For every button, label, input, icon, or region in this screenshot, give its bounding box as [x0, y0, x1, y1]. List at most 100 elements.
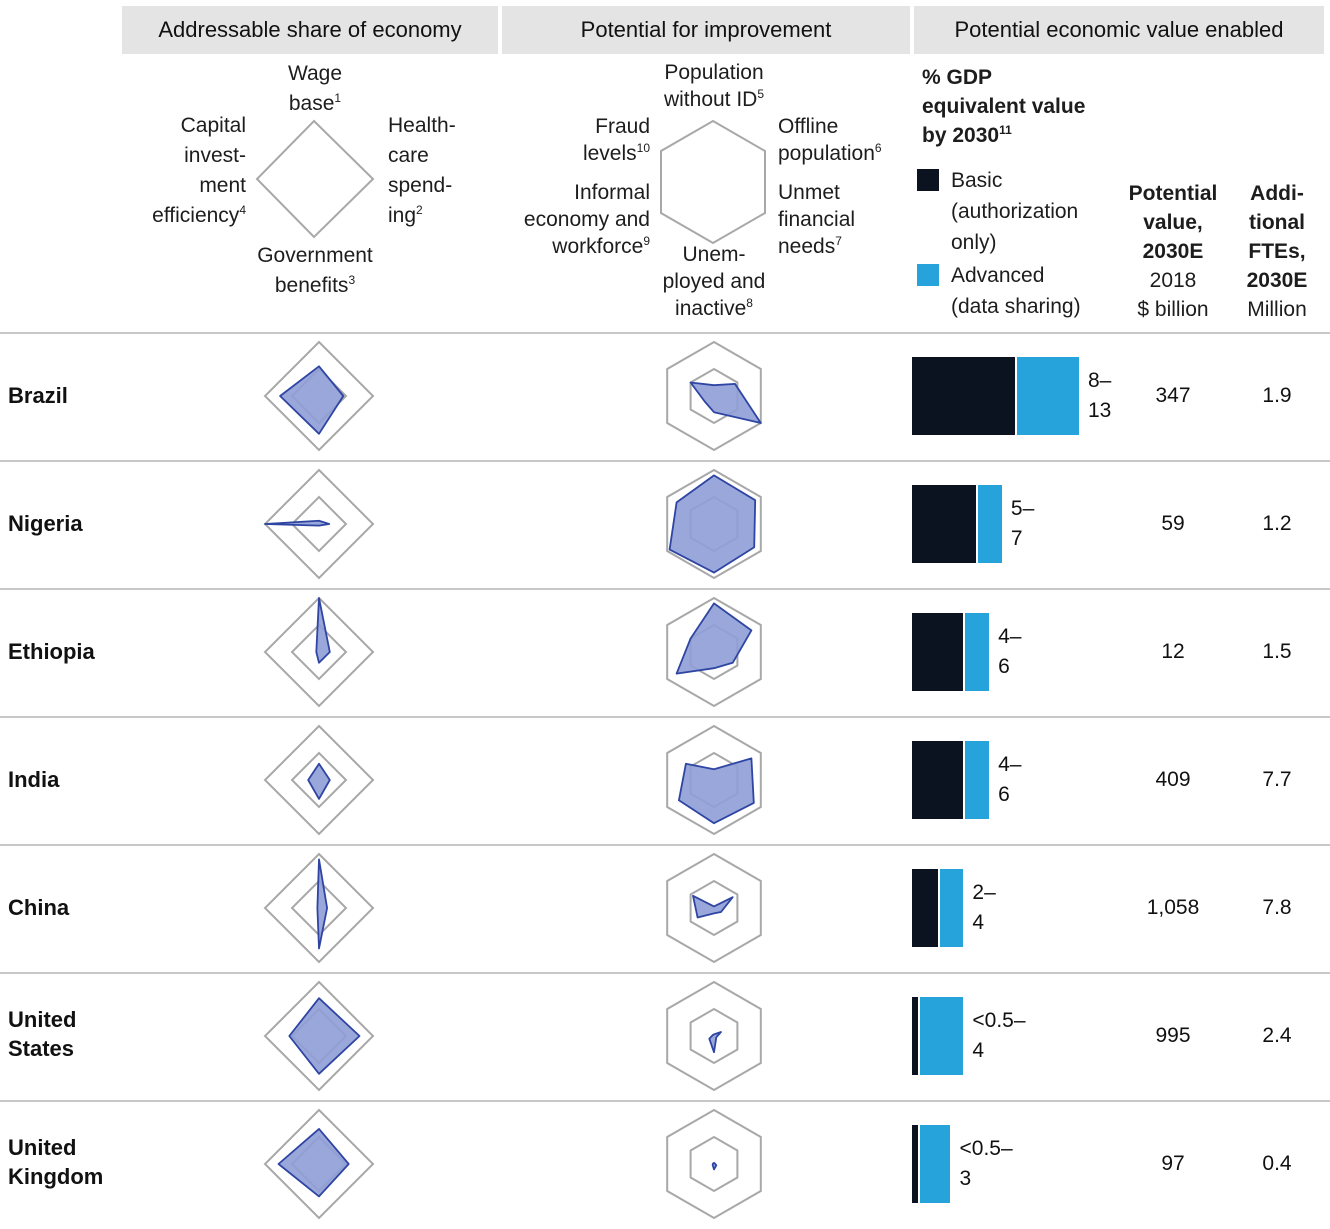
bar-advanced — [965, 741, 990, 819]
potential-value-cell: 59 — [1161, 512, 1185, 535]
hexagon-data-shape — [677, 757, 755, 825]
axis-label-fraud: Fraud levels10 — [582, 115, 650, 165]
axis-label-healthcare: Health- care spend- ing2 — [388, 114, 456, 227]
hexagon-data-shape — [675, 602, 753, 675]
hexagon-outer-grid — [666, 340, 762, 452]
potential-value-cell: 995 — [1155, 1024, 1191, 1047]
diamond-outer-grid — [263, 724, 375, 836]
header-addressable: Addressable share of economy — [122, 6, 498, 54]
country-name: United States — [8, 1007, 77, 1061]
diamond-inner-grid — [290, 495, 348, 553]
ftes-cell: 1.5 — [1262, 640, 1292, 663]
hexagon-data-shape — [692, 894, 734, 919]
hexagon-data-shape — [708, 1031, 722, 1054]
bar-advanced — [978, 485, 1002, 563]
bar-advanced — [939, 869, 964, 947]
hexagon-inner-grid — [689, 879, 739, 937]
row-separator — [0, 332, 1330, 334]
potential-value-cell: 409 — [1155, 768, 1191, 791]
axis-label-government: Government benefits3 — [257, 244, 373, 297]
bar-advanced — [920, 1125, 951, 1203]
bar-basic — [912, 1125, 919, 1203]
diamond-data-shape — [277, 1127, 350, 1198]
diamond-outer-grid — [263, 852, 375, 964]
hexagon-outer-grid — [666, 980, 762, 1092]
diamond-radar-chart — [263, 980, 375, 1092]
axis-label-offline: Offline population6 — [778, 115, 882, 165]
ftes-cell: 1.9 — [1262, 384, 1292, 407]
hexagon-outer-grid — [666, 724, 762, 836]
row-separator — [0, 460, 1330, 462]
legend-swatch-advanced — [917, 264, 939, 286]
diamond-outer-grid — [263, 468, 375, 580]
bar-range-label: <0.5– 3 — [959, 1137, 1013, 1190]
row-separator — [0, 972, 1330, 974]
legend-swatch-basic — [917, 169, 939, 191]
potential-value-cell: 97 — [1161, 1152, 1185, 1175]
diamond-outer-grid — [263, 596, 375, 708]
diamond-data-shape — [315, 597, 331, 664]
country-name: China — [8, 895, 70, 920]
ftes-cell: 1.2 — [1262, 512, 1292, 535]
diamond-data-shape — [264, 519, 331, 527]
hexagon-radar-chart — [666, 724, 762, 836]
diamond-inner-grid — [290, 623, 348, 681]
hexagon-data-shape — [689, 381, 762, 424]
axis-label-capital: Capital invest- ment efficiency4 — [152, 114, 246, 227]
column-header-ftes: Addi- tional FTEs, 2030E Million — [1246, 182, 1308, 321]
row-separator — [0, 844, 1330, 846]
hexagon-radar-chart — [666, 1108, 762, 1220]
diamond-radar-chart — [263, 1108, 375, 1220]
hexagon-radar-chart — [666, 340, 762, 452]
diamond-radar-chart — [263, 468, 375, 580]
bar-advanced — [1016, 357, 1079, 435]
hexagon-outer-grid — [666, 1108, 762, 1220]
hexagon-legend-shape — [660, 119, 766, 245]
ftes-cell: 0.4 — [1262, 1152, 1292, 1175]
bar-basic — [912, 741, 964, 819]
diamond-radar-chart — [263, 724, 375, 836]
country-name: United Kingdom — [8, 1135, 104, 1189]
hexagon-radar-chart — [666, 852, 762, 964]
country-name: Ethiopia — [8, 639, 95, 664]
bar-basic — [912, 869, 938, 947]
axis-label-wage: Wage base1 — [287, 62, 343, 115]
diamond-data-shape — [316, 858, 328, 950]
country-name: India — [8, 767, 60, 792]
diamond-outer-grid — [263, 980, 375, 1092]
ftes-cell: 7.7 — [1262, 768, 1292, 791]
hexagon-outer-grid — [666, 468, 762, 580]
diamond-radar-chart — [263, 340, 375, 452]
bar-basic — [912, 997, 919, 1075]
potential-value-cell: 347 — [1155, 384, 1191, 407]
ftes-cell: 2.4 — [1262, 1024, 1292, 1047]
bar-basic — [912, 357, 1015, 435]
hexagon-data-shape — [668, 474, 757, 574]
axis-label-unemployed: Unem- ployed and inactive8 — [662, 243, 766, 320]
hexagon-radar-chart — [666, 980, 762, 1092]
ftes-cell: 7.8 — [1262, 896, 1292, 919]
potential-value-cell: 1,058 — [1146, 896, 1200, 919]
legend-title: % GDP equivalent value by 203011 — [922, 66, 1086, 147]
row-separator — [0, 588, 1330, 590]
diamond-inner-grid — [290, 751, 348, 809]
bar-range-label: 8– 13 — [1088, 369, 1112, 422]
column-header-potential-value: Potential value, 2030E 2018 $ billion — [1128, 182, 1218, 321]
diamond-radar-chart — [263, 852, 375, 964]
diamond-data-shape — [288, 997, 361, 1075]
legend-label-basic: Basic (authorization only) — [951, 169, 1079, 254]
bar-range-label: 4– 6 — [998, 753, 1022, 806]
bar-range-label: 2– 4 — [972, 881, 996, 934]
legend-label-advanced: Advanced (data sharing) — [951, 264, 1081, 318]
country-name: Brazil — [8, 383, 68, 408]
bar-range-label: 4– 6 — [998, 625, 1022, 678]
bar-advanced — [965, 613, 990, 691]
axis-label-unmet-financial: Unmet financial needs7 — [778, 181, 856, 258]
diamond-outer-grid — [263, 1108, 375, 1220]
row-separator — [0, 1100, 1330, 1102]
axis-label-population-without-id: Population without ID5 — [663, 61, 765, 111]
diamond-data-shape — [279, 365, 345, 435]
hexagon-radar-chart — [666, 468, 762, 580]
hexagon-data-shape — [711, 1162, 718, 1171]
header-value: Potential economic value enabled — [914, 6, 1324, 54]
